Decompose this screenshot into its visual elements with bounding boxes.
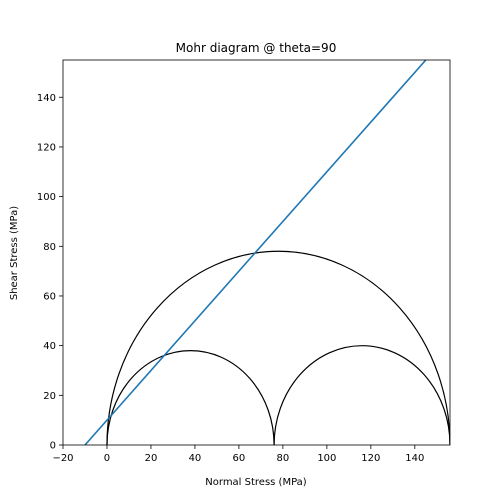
plot-frame — [62, 59, 451, 446]
y-tick-label: 40 — [43, 341, 56, 352]
x-tick-label: 0 — [104, 453, 110, 464]
x-tick-label: 80 — [277, 453, 290, 464]
x-tick-label: 120 — [361, 453, 380, 464]
chart-title: Mohr diagram @ theta=90 — [176, 41, 337, 55]
mohr-circle-0 — [106, 250, 450, 445]
y-tick-label: 20 — [43, 391, 56, 402]
x-tick-label: 40 — [189, 453, 202, 464]
x-tick-label: 100 — [317, 453, 336, 464]
chart-marks — [84, 60, 450, 445]
y-tick-label: 80 — [43, 242, 56, 253]
x-tick-label: 140 — [405, 453, 424, 464]
x-tick-label: −20 — [52, 453, 73, 464]
x-tick-label: 60 — [233, 453, 246, 464]
failure-envelope-line — [84, 60, 427, 445]
y-tick-label: 120 — [37, 142, 56, 153]
y-tick-label: 60 — [43, 291, 56, 302]
x-axis-label: Normal Stress (MPa) — [205, 477, 307, 488]
y-tick-label: 0 — [50, 441, 56, 452]
y-tick-label: 100 — [37, 192, 56, 203]
mohr-circle-1 — [106, 350, 275, 445]
mohr-circle-2 — [273, 345, 450, 445]
y-axis-label: Shear Stress (MPa) — [9, 206, 20, 300]
x-tick-label: 20 — [145, 453, 158, 464]
y-tick-label: 140 — [37, 93, 56, 104]
